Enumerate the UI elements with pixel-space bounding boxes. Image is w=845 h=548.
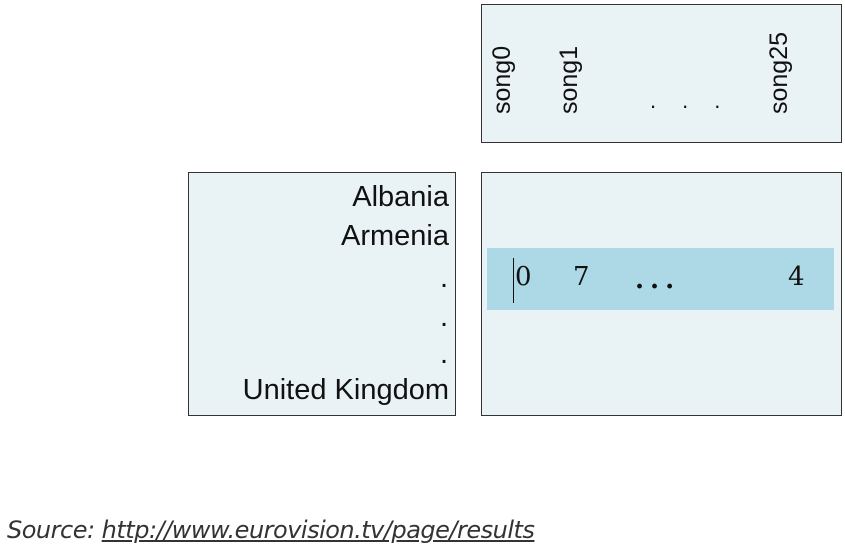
song-label: song1: [555, 45, 583, 114]
source-link[interactable]: http://www.eurovision.tv/page/results: [101, 516, 535, 544]
country-label: United Kingdom: [242, 374, 449, 406]
matrix-cell: 7: [573, 262, 590, 292]
song-header-panel: song0 song1 ... song25: [481, 4, 842, 143]
matrix-ellipsis: ...: [635, 265, 681, 295]
text-cursor: [513, 258, 514, 303]
country-label: Albania: [352, 181, 449, 213]
matrix-cell: 0: [515, 262, 532, 292]
matrix-cell: 4: [788, 262, 805, 292]
country-list-panel: Albania Armenia . . . United Kingdom: [188, 172, 456, 416]
source-caption: Source: http://www.eurovision.tv/page/re…: [7, 516, 535, 544]
song-label: song25: [765, 31, 793, 114]
highlighted-matrix-row: 0 7 ... 4: [487, 248, 834, 310]
country-label: Armenia: [341, 220, 449, 252]
country-ellipsis-dot: .: [439, 262, 448, 294]
country-ellipsis-dot: .: [439, 338, 448, 370]
song-label: song0: [488, 45, 516, 114]
source-prefix: Source:: [7, 516, 102, 544]
country-ellipsis-dot: .: [439, 301, 448, 333]
song-ellipsis: ...: [650, 88, 747, 113]
vote-matrix-panel: 0 7 ... 4: [481, 172, 842, 416]
